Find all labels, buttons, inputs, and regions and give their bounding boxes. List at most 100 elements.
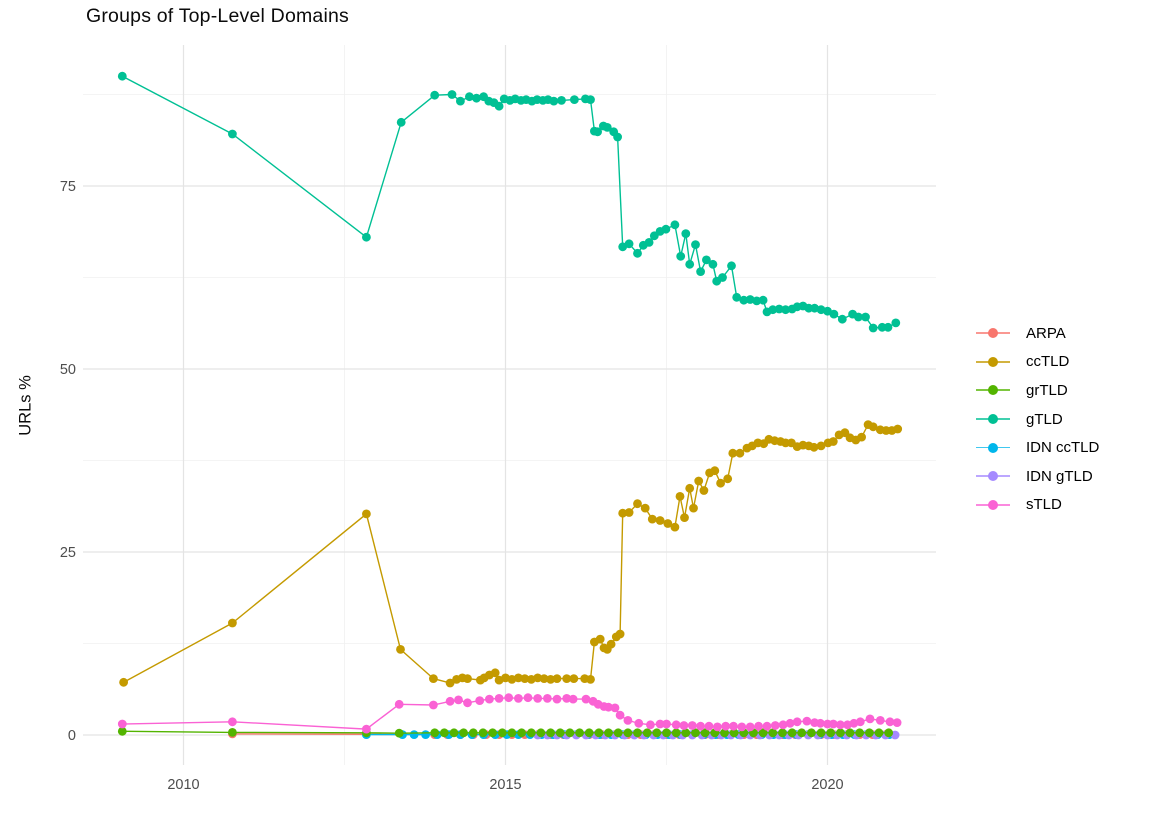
- data-point-stld: [662, 719, 671, 729]
- data-point-gtld: [883, 322, 893, 332]
- data-point-grtld: [526, 728, 536, 738]
- data-point-cctld: [633, 499, 642, 509]
- data-point-stld: [737, 722, 747, 732]
- data-point-grtld: [807, 728, 816, 738]
- data-point-gtld: [752, 296, 762, 306]
- data-point-stld: [634, 718, 644, 728]
- data-point-stld: [568, 694, 578, 704]
- data-point-grtld: [497, 728, 507, 738]
- data-point-grtld: [575, 728, 584, 738]
- data-point-grtld: [787, 728, 797, 738]
- data-point-grtld: [394, 728, 404, 738]
- series-gtld: [117, 71, 901, 333]
- data-point-gtld: [758, 295, 768, 305]
- data-point-cctld: [655, 516, 665, 525]
- data-point-gtld: [732, 292, 742, 302]
- legend-item-grtld: grTLD: [976, 376, 1099, 405]
- y-tick-label: 25: [60, 545, 76, 561]
- data-point-stld: [792, 717, 802, 727]
- data-point-cctld: [445, 678, 455, 688]
- data-point-cctld: [539, 674, 549, 683]
- data-point-cctld: [716, 478, 725, 488]
- data-point-grtld: [778, 728, 787, 738]
- data-point-cctld: [362, 509, 371, 519]
- legend-key-dot: [988, 414, 998, 425]
- data-point-stld: [463, 698, 472, 708]
- data-point-stld: [533, 694, 543, 703]
- data-point-stld: [802, 716, 812, 726]
- data-point-cctld: [680, 513, 689, 522]
- data-point-gtld: [633, 248, 642, 258]
- data-point-cctld: [520, 674, 530, 683]
- data-point-grtld: [729, 728, 739, 738]
- data-point-gtld: [362, 232, 371, 242]
- legend-item-idn-cctld: IDN ccTLD: [976, 433, 1099, 462]
- data-point-stld: [475, 696, 485, 705]
- data-point-cctld: [699, 486, 709, 495]
- data-point-stld: [362, 724, 371, 734]
- legend-item-stld: sTLD: [976, 491, 1099, 520]
- data-point-cctld: [228, 618, 237, 628]
- legend: ARPA ccTLD grTLD gTLD IDN ccTLD IDN gTLD sTLD: [976, 319, 1099, 519]
- legend-label: IDN gTLD: [1026, 467, 1093, 485]
- data-point-grtld: [874, 728, 884, 738]
- data-point-stld: [785, 718, 795, 728]
- data-point-gtld: [861, 312, 870, 322]
- data-point-cctld: [816, 441, 826, 451]
- chart-title: Groups of Top-Level Domains: [86, 5, 350, 27]
- data-point-grtld: [117, 726, 127, 736]
- data-point-gtld: [494, 101, 504, 111]
- data-point-grtld: [797, 728, 807, 738]
- data-point-cctld: [562, 674, 572, 683]
- data-point-cctld: [694, 476, 704, 486]
- legend-label: ccTLD: [1026, 353, 1070, 371]
- data-point-gtld: [696, 267, 705, 276]
- data-point-gtld: [670, 220, 680, 230]
- data-point-gtld: [768, 305, 778, 315]
- legend-key-cctld: [976, 355, 1010, 369]
- legend-label: sTLD: [1026, 496, 1062, 514]
- data-point-cctld: [710, 466, 720, 476]
- data-point-stld: [485, 694, 494, 704]
- data-point-gtld: [228, 129, 237, 139]
- data-point-stld: [696, 721, 705, 731]
- data-point-cctld: [618, 508, 628, 518]
- legend-key-idn-cctld: [976, 441, 1010, 455]
- y-tick-label: 50: [60, 362, 76, 378]
- data-point-stld: [875, 716, 885, 725]
- data-point-gtld: [624, 239, 634, 249]
- data-point-grtld: [671, 728, 681, 738]
- data-point-gtld: [781, 305, 790, 315]
- data-point-cctld: [640, 503, 650, 513]
- gridlines-major: [83, 45, 936, 765]
- data-point-gtld: [829, 309, 839, 319]
- data-point-grtld: [662, 728, 671, 738]
- data-point-stld: [604, 702, 613, 712]
- data-point-stld: [646, 720, 655, 730]
- data-point-grtld: [507, 728, 517, 738]
- legend-key-dot: [988, 471, 998, 482]
- legend-key-dot: [988, 356, 998, 367]
- data-point-cctld: [735, 448, 745, 458]
- data-point-grtld: [855, 728, 865, 738]
- data-point-stld: [523, 693, 533, 703]
- data-point-grtld: [517, 728, 526, 738]
- legend-label: gTLD: [1026, 410, 1063, 428]
- data-point-stld: [655, 719, 665, 729]
- data-point-idn-cctld: [409, 730, 419, 739]
- x-tick-label: 2020: [811, 777, 843, 793]
- data-point-cctld: [606, 639, 616, 649]
- data-point-gtld: [854, 312, 863, 322]
- data-point-gtld: [681, 229, 691, 239]
- data-point-gtld: [602, 123, 612, 132]
- data-point-grtld: [536, 728, 546, 738]
- data-point-stld: [836, 720, 845, 730]
- data-point-gtld: [549, 96, 559, 106]
- data-point-cctld: [463, 674, 472, 683]
- data-point-gtld: [661, 224, 671, 234]
- data-point-grtld: [604, 728, 613, 738]
- axis-tick-labels: 0 25 50 75 2010 2015 2020: [60, 179, 844, 793]
- data-point-stld: [745, 722, 755, 732]
- data-point-stld: [721, 721, 731, 731]
